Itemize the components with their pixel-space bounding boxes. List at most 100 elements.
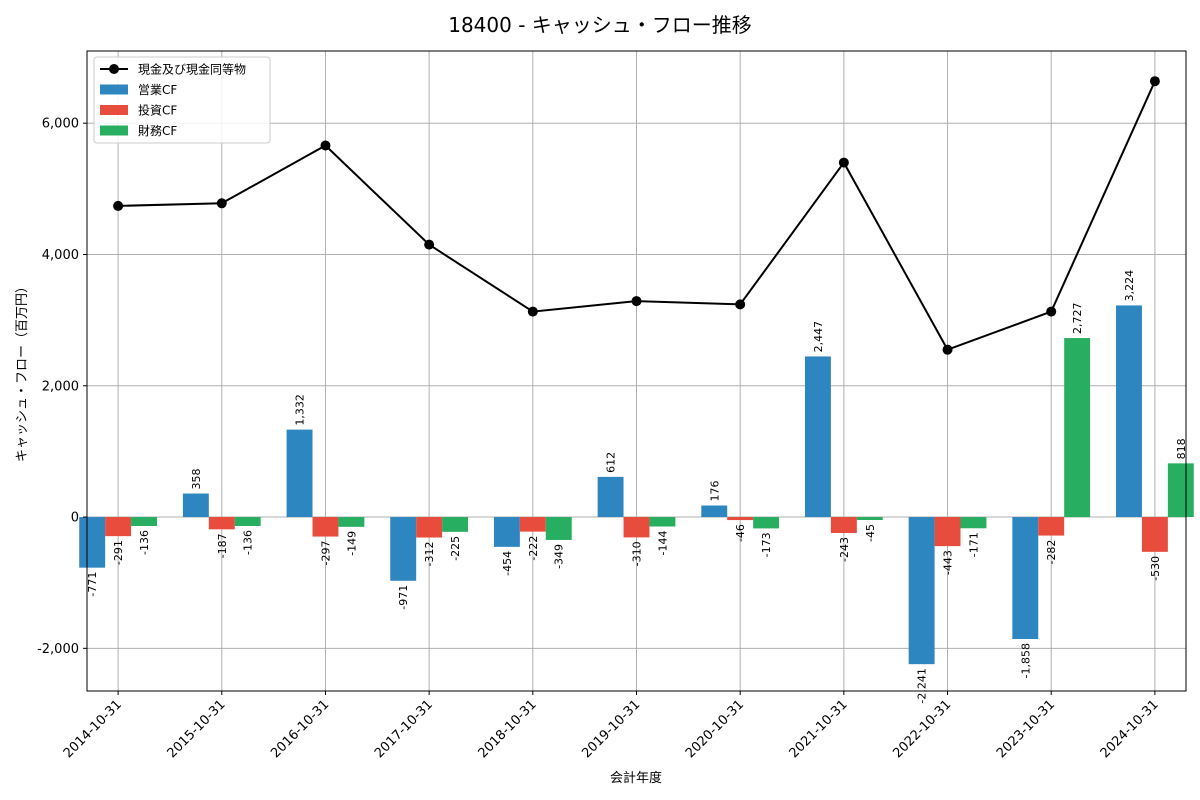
- bar: [234, 517, 261, 526]
- bar: [545, 517, 572, 540]
- cash-point: [838, 157, 849, 168]
- bar: [416, 517, 443, 538]
- legend-bar-swatch: [100, 105, 128, 115]
- bar: [182, 493, 209, 518]
- bar: [1064, 338, 1091, 518]
- bar: [442, 517, 469, 532]
- bar-value-label: 612: [605, 452, 618, 473]
- x-tick-label: 2020-10-31: [683, 697, 747, 761]
- cash-point: [424, 239, 435, 250]
- bar: [519, 517, 546, 532]
- bar: [208, 517, 235, 530]
- chart-title: 18400 - キャッシュ・フロー推移: [448, 13, 752, 37]
- grid-lines: [87, 51, 1186, 691]
- bar-value-label: 2,447: [812, 321, 825, 353]
- bar: [597, 476, 624, 518]
- bar-value-label: 1,332: [294, 394, 307, 426]
- bar-value-label: -971: [397, 585, 410, 610]
- bar-series: [79, 305, 1194, 665]
- bar: [312, 517, 339, 537]
- bar-value-label: -173: [760, 532, 773, 557]
- bar: [1167, 463, 1194, 518]
- bar: [105, 517, 132, 537]
- bar-value-label: -1,858: [1019, 643, 1032, 678]
- cash-point: [1149, 76, 1160, 87]
- x-tick-label: 2018-10-31: [476, 697, 540, 761]
- legend-bar-swatch: [100, 84, 128, 95]
- bar-value-label: -443: [942, 550, 955, 575]
- bar: [934, 517, 961, 547]
- bar: [390, 517, 417, 581]
- x-axis-label: 会計年度: [610, 770, 662, 786]
- bar-value-label: -149: [345, 531, 358, 556]
- bar-value-label: -243: [838, 537, 851, 562]
- x-tick-label: 2023-10-31: [994, 697, 1058, 761]
- bar-value-label: 818: [1175, 438, 1188, 459]
- bar-value-label: -45: [864, 524, 877, 542]
- x-tick-label: 2021-10-31: [787, 697, 851, 761]
- bar: [79, 517, 106, 568]
- bar: [804, 356, 831, 518]
- bar: [338, 517, 365, 527]
- cash-point: [942, 344, 953, 355]
- bar-value-label: -282: [1045, 540, 1058, 565]
- x-tick-label: 2017-10-31: [372, 697, 436, 761]
- bar-value-label: -144: [656, 531, 669, 556]
- bar: [701, 505, 728, 518]
- bar: [727, 517, 754, 521]
- bar-value-label: -171: [967, 532, 980, 557]
- y-axis-label: キャッシュ・フロー（百万円）: [15, 280, 30, 462]
- bar-value-label: -291: [112, 540, 125, 565]
- bar: [493, 517, 520, 547]
- bar-value-label: 2,727: [1071, 303, 1084, 335]
- bar: [960, 517, 987, 529]
- bar-value-label: -771: [86, 572, 99, 597]
- x-tick-label: 2019-10-31: [579, 697, 643, 761]
- bar: [856, 517, 883, 521]
- bar-value-label: -2,241: [916, 668, 929, 703]
- bar: [753, 517, 780, 529]
- cash-point: [113, 200, 124, 211]
- y-tick-label: 6,000: [42, 117, 79, 132]
- bar-value-label: -136: [242, 530, 255, 555]
- bar: [623, 517, 650, 538]
- bar-value-label: 176: [708, 480, 721, 501]
- bar-value-label: 358: [190, 469, 203, 490]
- bar-value-label: -225: [449, 536, 462, 561]
- bar-value-label: -454: [501, 551, 514, 576]
- bar: [830, 517, 857, 534]
- x-axis-ticks: 2014-10-31 2015-10-31 2016-10-31 2017-10-31…: [61, 691, 1162, 761]
- x-tick-label: 2016-10-31: [268, 697, 332, 761]
- bar: [649, 517, 676, 527]
- bar: [1012, 517, 1039, 640]
- bar-value-label: -222: [527, 536, 540, 561]
- bar: [286, 429, 313, 518]
- x-tick-label: 2015-10-31: [165, 697, 229, 761]
- legend-bar-swatch: [100, 125, 128, 136]
- legend-label: 営業CF: [138, 83, 177, 97]
- cash-point: [735, 299, 746, 310]
- y-tick-label: 2,000: [42, 379, 79, 394]
- bar: [1141, 517, 1168, 552]
- bar: [131, 517, 157, 526]
- y-tick-label: 4,000: [42, 248, 79, 263]
- y-tick-label: 0: [71, 511, 79, 526]
- bar-value-label: -46: [734, 524, 747, 542]
- x-tick-label: 2022-10-31: [890, 697, 954, 761]
- bar-value-label: -136: [138, 530, 151, 555]
- bar-value-label: -310: [631, 541, 644, 566]
- legend-box: [93, 56, 271, 144]
- bar: [1116, 305, 1142, 518]
- bar-value-label: -187: [216, 533, 229, 558]
- cash-point: [216, 198, 227, 209]
- legend-label: 投資CF: [138, 103, 177, 118]
- line-series: [113, 76, 1160, 355]
- x-tick-label: 2024-10-31: [1098, 697, 1162, 761]
- bar-value-label: -297: [319, 541, 332, 566]
- x-tick-label: 2014-10-31: [61, 697, 125, 761]
- bar: [1038, 517, 1065, 536]
- y-axis-ticks: -2,000 0 2,000 4,000 6,000: [37, 117, 87, 657]
- cash-point: [631, 296, 642, 307]
